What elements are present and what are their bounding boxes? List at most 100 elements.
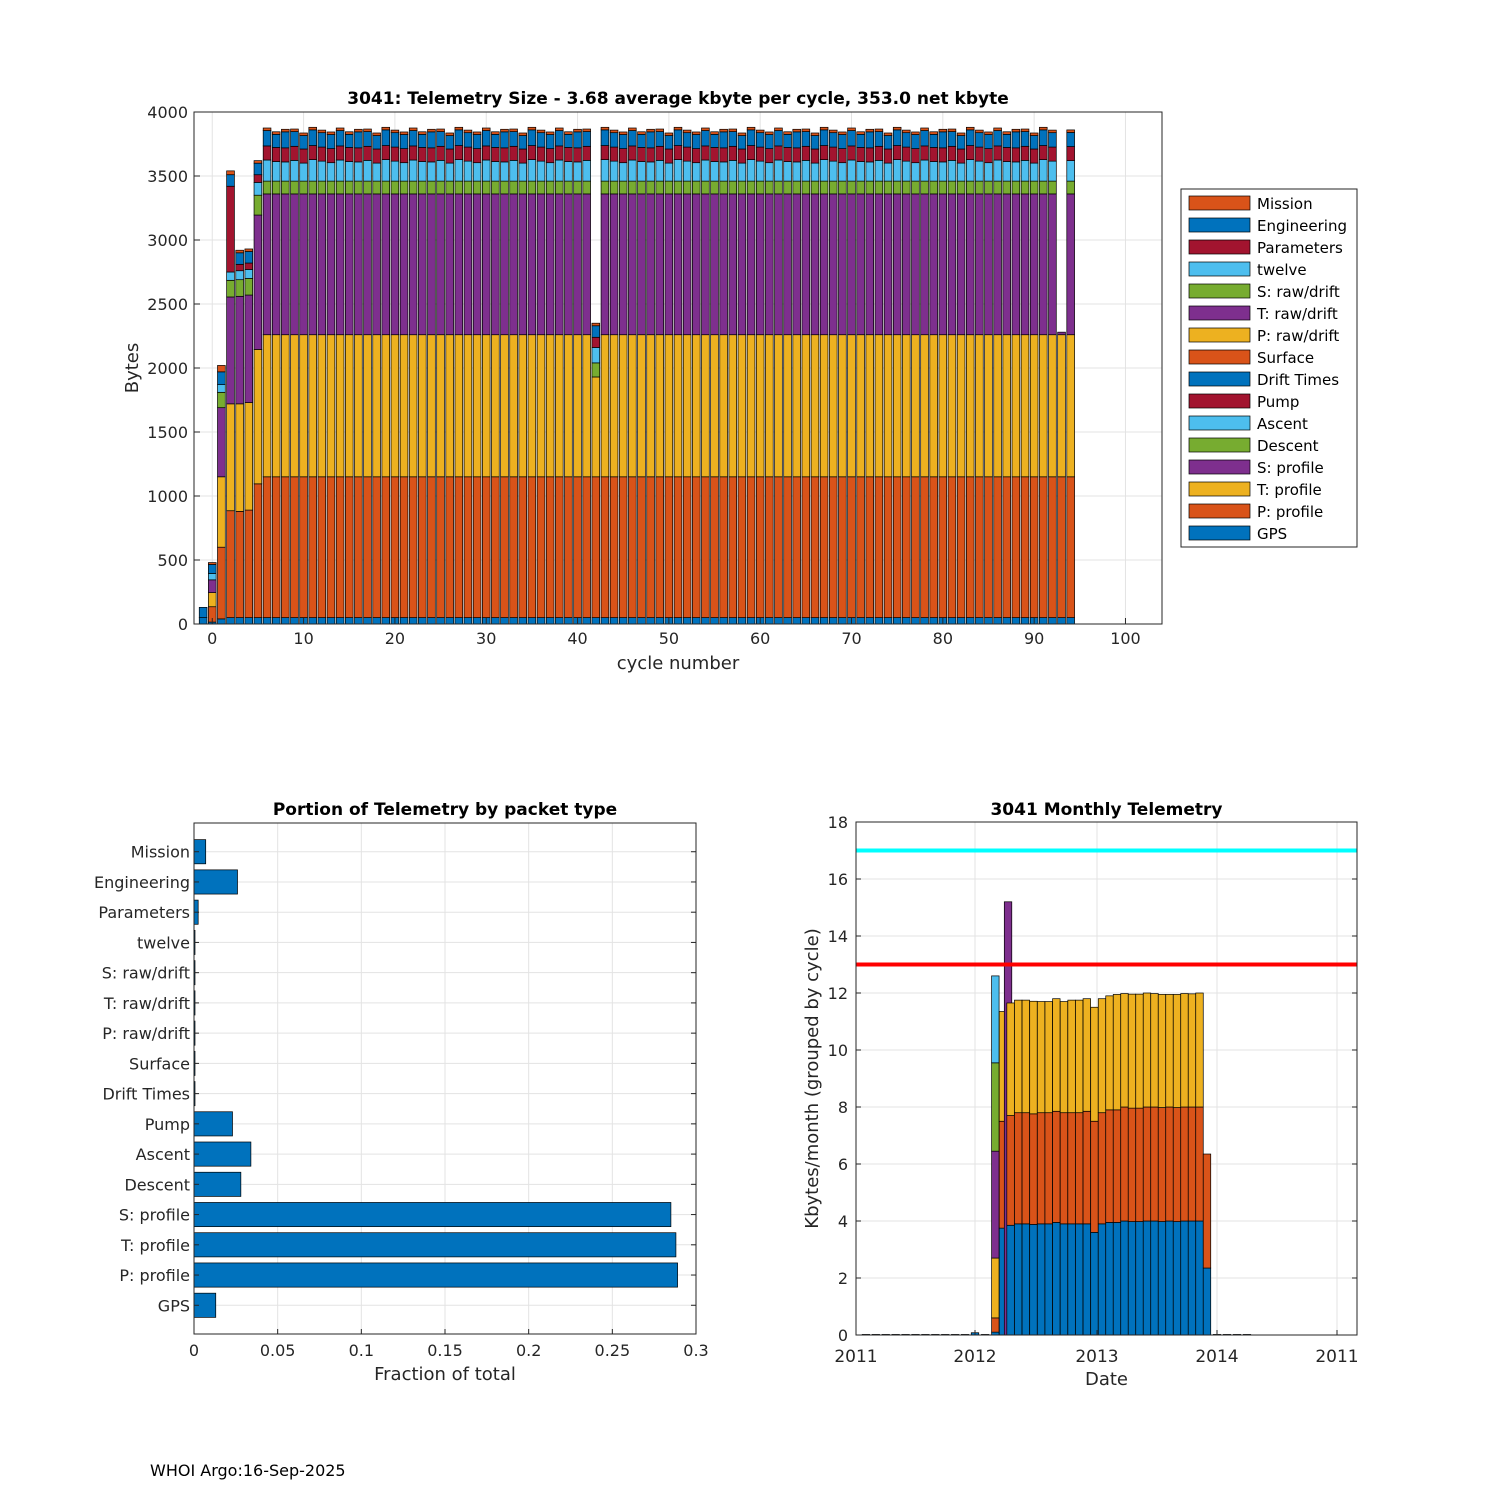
bar-segment bbox=[472, 476, 482, 618]
bar-segment bbox=[1048, 180, 1057, 195]
bar-segment bbox=[819, 476, 829, 618]
bar-segment bbox=[381, 193, 391, 336]
bar-segment bbox=[1067, 999, 1076, 1114]
bar-segment bbox=[527, 180, 537, 195]
bar-segment bbox=[399, 617, 409, 625]
bar-segment bbox=[673, 180, 683, 195]
bar-segment bbox=[271, 617, 281, 625]
bar-segment bbox=[765, 148, 774, 164]
bar-segment bbox=[244, 294, 254, 403]
bar-segment bbox=[682, 617, 692, 625]
bar-segment bbox=[655, 128, 664, 132]
bar-segment bbox=[664, 162, 674, 182]
bar-segment bbox=[509, 160, 518, 182]
bar-segment bbox=[500, 476, 509, 618]
bar-segment bbox=[308, 126, 317, 131]
bar-segment bbox=[418, 334, 427, 478]
bar-segment bbox=[527, 159, 537, 182]
bar-segment bbox=[819, 159, 829, 182]
y-tick-label: 3000 bbox=[147, 231, 188, 250]
bar-segment bbox=[363, 334, 372, 478]
bar-segment bbox=[445, 148, 454, 164]
bar-segment bbox=[1002, 334, 1011, 478]
bar-segment bbox=[545, 148, 555, 164]
bar-segment bbox=[1157, 1221, 1167, 1336]
bar-segment bbox=[1057, 476, 1066, 618]
bar-segment bbox=[920, 180, 929, 195]
bar-segment bbox=[271, 147, 281, 162]
bar-segment bbox=[418, 147, 427, 162]
bar-segment bbox=[600, 617, 610, 625]
bar-segment bbox=[481, 193, 491, 336]
bar-segment bbox=[600, 193, 610, 336]
bar-segment bbox=[481, 159, 491, 182]
bar-segment bbox=[801, 131, 811, 147]
bar-segment bbox=[1120, 1106, 1129, 1222]
bar-segment bbox=[1105, 1109, 1114, 1223]
bar-segment bbox=[883, 476, 893, 618]
bar-segment bbox=[226, 403, 235, 512]
bar-segment bbox=[290, 160, 299, 182]
bar-segment bbox=[555, 334, 564, 478]
bar-segment bbox=[463, 476, 473, 618]
bar-segment bbox=[463, 180, 473, 195]
bar-segment bbox=[865, 131, 875, 149]
bar-segment bbox=[1020, 180, 1030, 195]
bar-segment bbox=[217, 618, 226, 625]
bar-segment bbox=[564, 334, 573, 478]
bar-segment bbox=[810, 148, 820, 164]
legend-swatch bbox=[1188, 305, 1251, 321]
bar-segment bbox=[326, 134, 336, 149]
bar-segment bbox=[500, 617, 509, 625]
bar-segment bbox=[628, 476, 637, 618]
legend-swatch bbox=[1188, 195, 1251, 211]
bar-segment bbox=[390, 476, 400, 618]
y-tick-label: 2500 bbox=[147, 295, 188, 314]
bar-segment bbox=[1029, 162, 1039, 182]
bar-segment bbox=[847, 476, 856, 618]
bar-segment bbox=[491, 476, 500, 618]
bar-segment bbox=[810, 617, 820, 625]
bar-segment bbox=[235, 270, 244, 281]
bar-segment bbox=[445, 132, 454, 136]
bar-segment bbox=[472, 131, 482, 135]
bar-segment bbox=[1195, 992, 1204, 1108]
bar-segment bbox=[792, 617, 801, 625]
bar-segment bbox=[399, 476, 409, 618]
bar-segment bbox=[217, 391, 226, 409]
bar-segment bbox=[208, 579, 217, 593]
bar-segment bbox=[618, 134, 628, 149]
bar-segment bbox=[1127, 1221, 1137, 1336]
bar-segment bbox=[1039, 180, 1048, 195]
legend-swatch bbox=[1188, 261, 1251, 277]
bar-segment bbox=[399, 334, 409, 478]
y-tick-label: 3500 bbox=[147, 167, 188, 186]
bar-segment bbox=[1039, 193, 1048, 336]
bar-segment bbox=[792, 147, 801, 163]
bar-segment bbox=[381, 476, 391, 618]
bar-segment bbox=[390, 160, 400, 182]
bar-segment bbox=[755, 132, 765, 148]
y-tick-label: T: profile bbox=[120, 1236, 190, 1255]
bar-segment bbox=[628, 180, 637, 195]
bar-segment bbox=[244, 509, 254, 618]
bar-segment bbox=[646, 476, 655, 618]
bar-segment bbox=[1011, 128, 1021, 133]
bar-segment bbox=[262, 159, 272, 182]
bar-segment bbox=[527, 617, 537, 625]
monthly-telemetry-chart: 2011 2012 2013 2014 2011 0 2 4 6 8 10 12 14 16 18 3041 … bbox=[802, 800, 1359, 1390]
bar-segment bbox=[573, 476, 582, 618]
bar-segment bbox=[856, 147, 865, 162]
bar-segment bbox=[911, 148, 920, 164]
bar-segment bbox=[755, 129, 765, 134]
bar-segment bbox=[920, 617, 929, 625]
bar-segment bbox=[399, 134, 409, 149]
bar-segment bbox=[326, 180, 336, 195]
bar-segment bbox=[984, 148, 993, 164]
y-tick-label: 14 bbox=[828, 927, 848, 946]
bar-segment bbox=[226, 170, 235, 176]
bar-segment bbox=[673, 145, 683, 160]
bar-segment bbox=[1172, 994, 1182, 1108]
bar-segment bbox=[372, 135, 381, 150]
bar-segment bbox=[1039, 159, 1048, 182]
